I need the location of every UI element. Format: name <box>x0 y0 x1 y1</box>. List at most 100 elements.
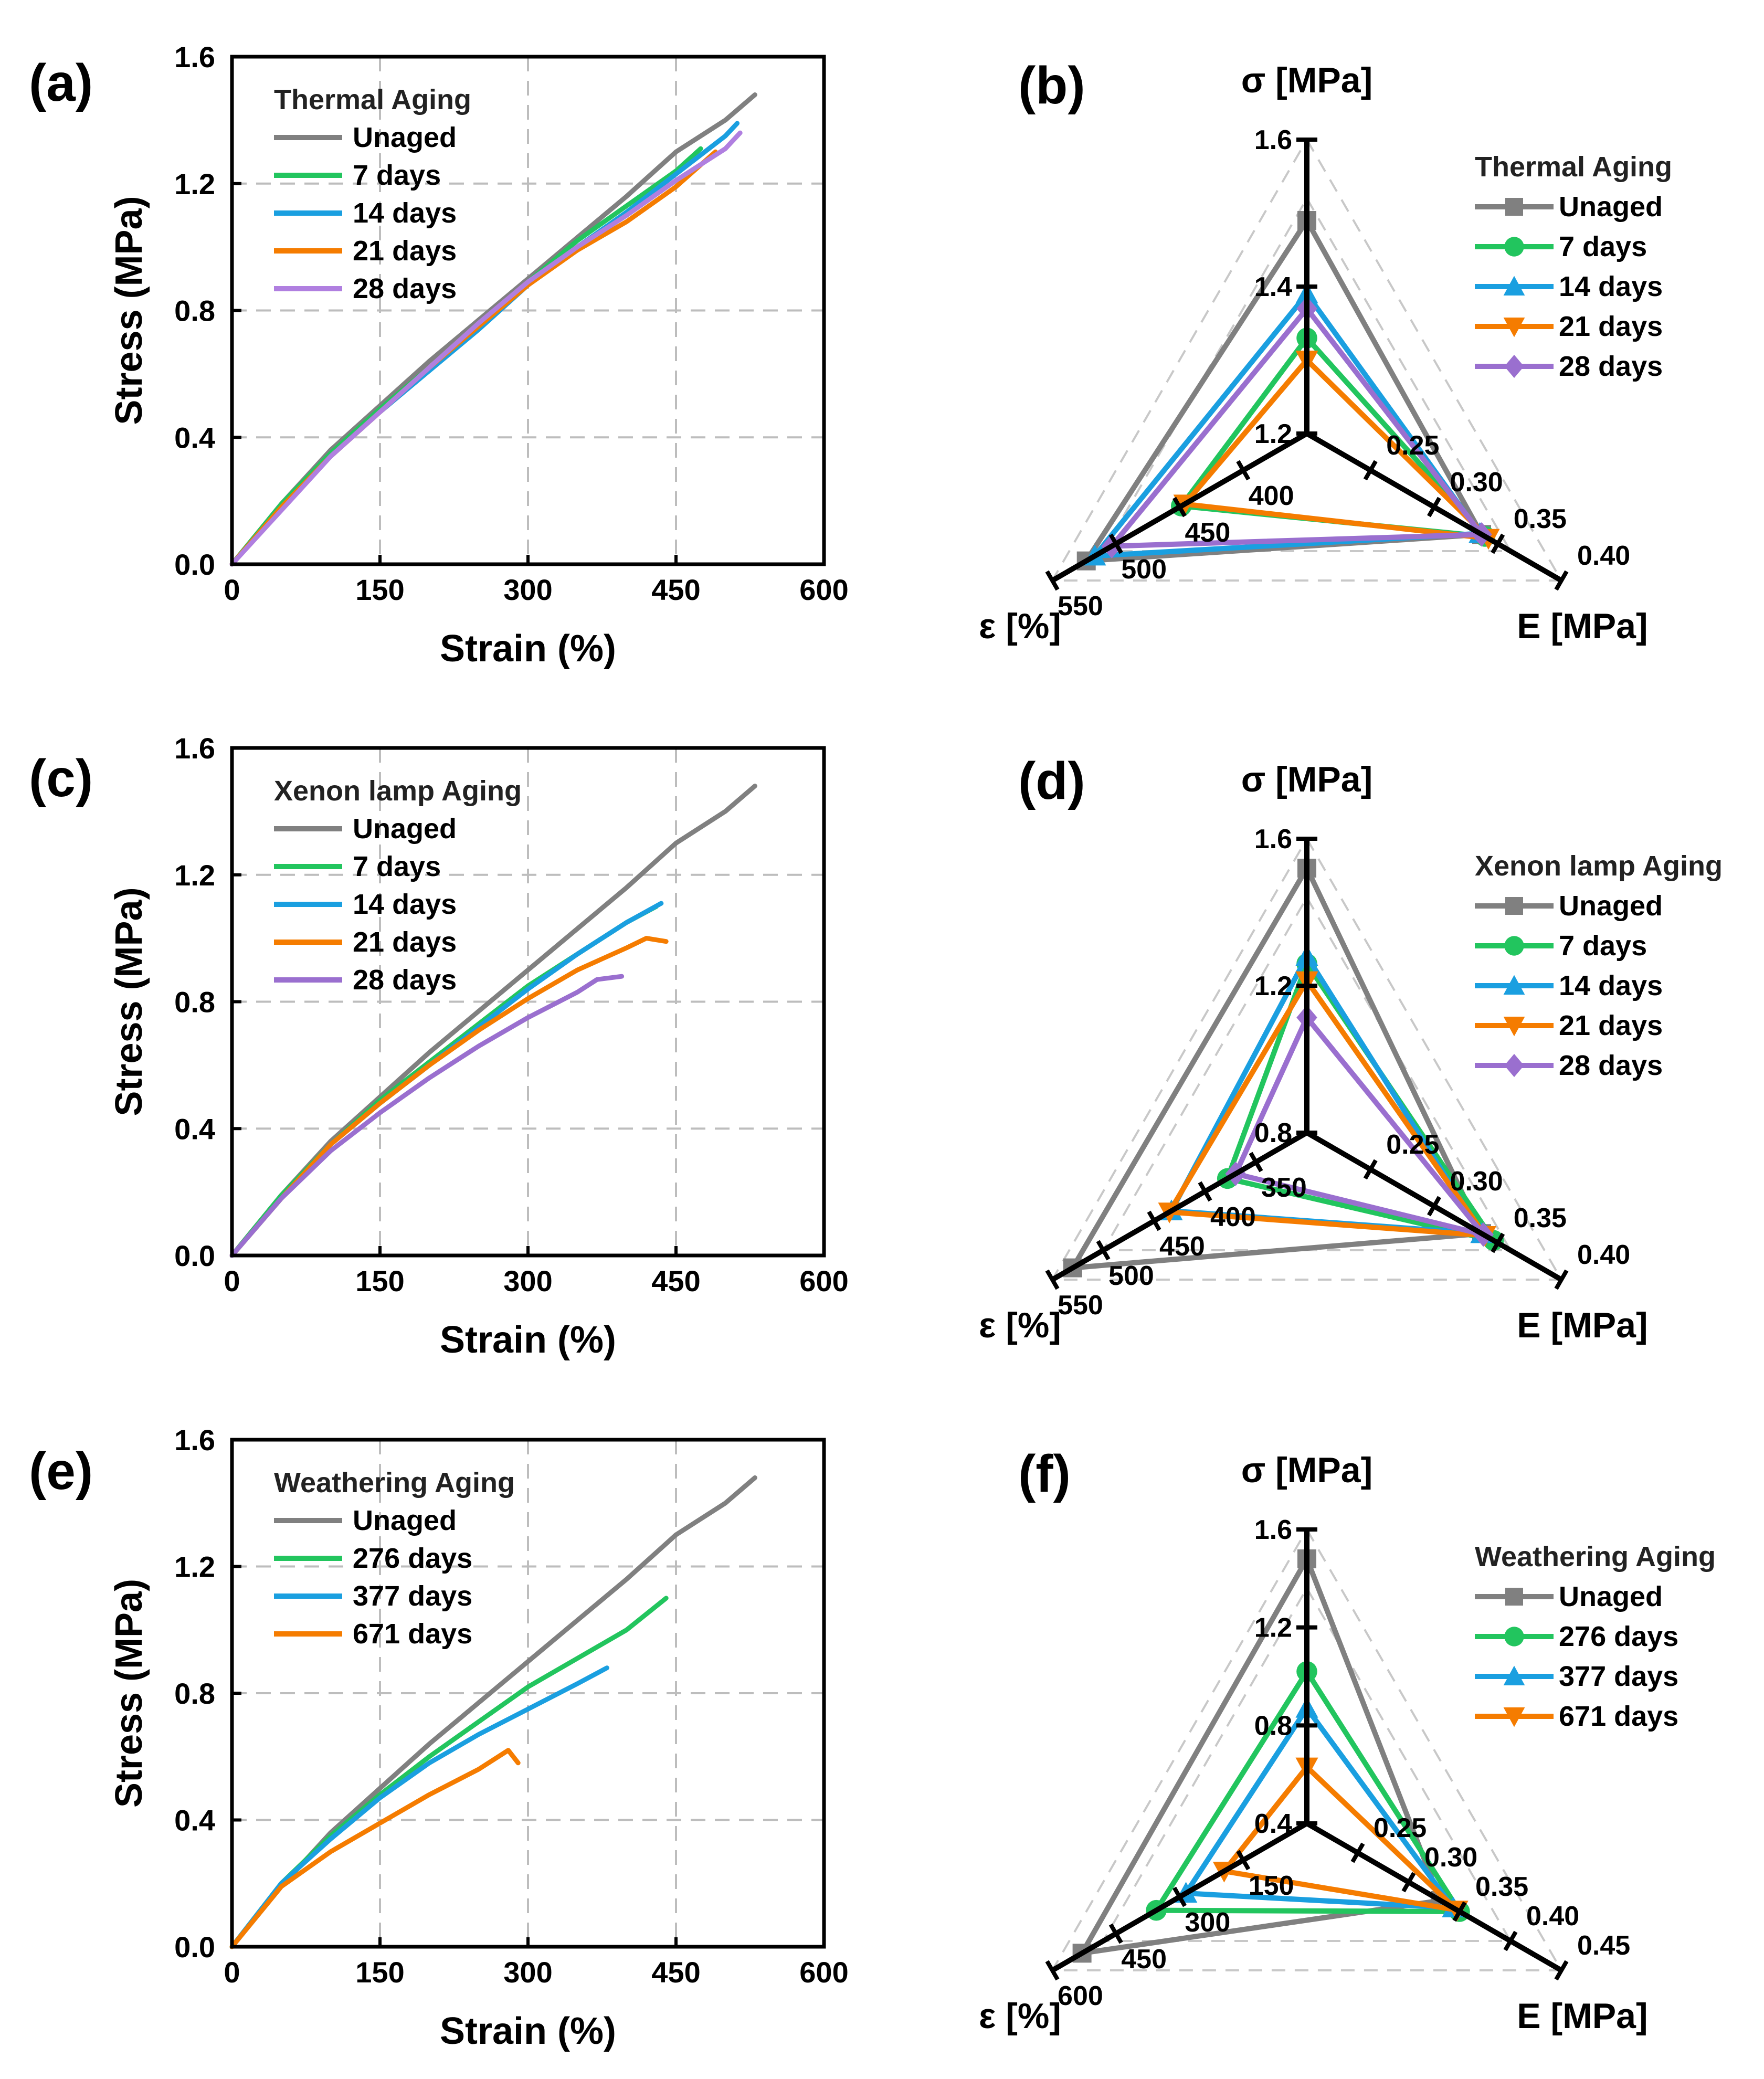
radar-tick <box>1491 533 1505 554</box>
radar-axis <box>1051 1130 1308 1282</box>
legend-label: 7 days <box>1559 231 1647 262</box>
radar-tick-label: 0.25 <box>1374 1813 1427 1843</box>
radar-tick-label: 150 <box>1249 1871 1294 1901</box>
y-tick-label: 1.2 <box>174 859 215 892</box>
legend-label: 377 days <box>353 1580 472 1612</box>
legend-label: 14 days <box>1559 271 1663 302</box>
marker-diamond <box>1504 354 1524 378</box>
radar-tick-label: 1.4 <box>1254 272 1292 302</box>
radar-series-377-days <box>1183 1705 1456 1911</box>
radar-tick <box>1096 1240 1111 1261</box>
radar-chart-f: (f)0.40.81.21.60.250.300.350.400.4515030… <box>979 1444 1716 2036</box>
y-tick-label: 1.2 <box>174 167 215 200</box>
radar-tick-label: 0.40 <box>1526 1901 1579 1932</box>
radar-axis <box>1305 1821 1563 1973</box>
marker-circle <box>1504 1627 1524 1647</box>
y-tick-label: 0.8 <box>174 294 215 328</box>
radar-axis-name-modulus: E [MPa] <box>1517 1996 1647 2036</box>
y-tick-label: 0.8 <box>174 986 215 1019</box>
radar-axis-name-strain: ε [%] <box>979 1996 1061 2036</box>
y-tick-label: 0.0 <box>174 1930 215 1964</box>
radar-tick <box>1503 1930 1518 1951</box>
legend-label: 7 days <box>353 160 441 191</box>
radar-tick <box>1108 533 1123 554</box>
radar-tick <box>1427 497 1441 518</box>
radar-series-unaged <box>1083 218 1485 564</box>
panel-label: (a) <box>29 54 93 112</box>
radar-tick <box>1045 1269 1060 1290</box>
radar-tick-label: 1.6 <box>1254 125 1292 155</box>
legend-label: 28 days <box>353 964 457 996</box>
radar-tick <box>1452 1901 1467 1922</box>
y-tick-label: 0.4 <box>174 1804 215 1837</box>
legend-label: Unaged <box>353 122 457 153</box>
radar-tick-label: 0.35 <box>1475 1872 1528 1902</box>
x-tick-label: 150 <box>355 1956 404 1989</box>
y-tick-label: 0.4 <box>174 1112 215 1145</box>
radar-axis-name-stress: σ [MPa] <box>1241 759 1373 799</box>
radar-tick-label: 0.40 <box>1577 541 1630 571</box>
radar-tick-label: 0.40 <box>1577 1240 1630 1270</box>
radar-tick <box>1249 1152 1263 1173</box>
legend-label: 276 days <box>1559 1621 1678 1652</box>
legend-label: 21 days <box>1559 1010 1663 1041</box>
radar-tick <box>1427 1196 1441 1217</box>
legend-title: Thermal Aging <box>1475 151 1672 183</box>
marker-circle <box>1504 237 1524 257</box>
radar-tick-label: 0.8 <box>1254 1711 1292 1741</box>
y-tick-label: 0.8 <box>174 1677 215 1710</box>
legend-label: 7 days <box>353 851 441 882</box>
line-chart-e: (e) 0 150 300 450 600 0.0 0.4 0.8 1.2 1.6 Strain (%… <box>29 1423 849 2052</box>
radar-series-276-days <box>1154 1669 1462 1914</box>
x-tick-label: 600 <box>799 1956 848 1989</box>
legend-label: 28 days <box>353 273 457 304</box>
x-tick-label: 300 <box>503 1956 552 1989</box>
radar-series-21-days <box>1167 978 1488 1238</box>
x-tick-label: 150 <box>355 1264 404 1297</box>
radar-tick <box>1045 1960 1060 1981</box>
x-tick-label: 450 <box>651 573 700 606</box>
legend-label: 377 days <box>1559 1661 1678 1692</box>
radar-tick-label: 1.6 <box>1254 824 1292 854</box>
radar-tick-label: 550 <box>1058 1290 1103 1321</box>
radar-grid-triangle <box>1050 1527 1564 1971</box>
radar-tick <box>1173 1886 1187 1907</box>
y-tick-label: 1.6 <box>174 1423 215 1457</box>
panel-label: (e) <box>29 1442 93 1501</box>
legend-label: 14 days <box>353 889 457 920</box>
radar-grid-triangle <box>1101 1586 1513 1942</box>
x-tick-label: 0 <box>224 573 240 606</box>
marker-triangle-down <box>1503 1017 1525 1037</box>
marker-triangle-down <box>1503 1707 1525 1727</box>
marker-square <box>1505 897 1523 915</box>
radar-chart-b: (b)1.21.41.60.250.300.350.40400450500550… <box>979 56 1672 646</box>
radar-axis-name-modulus: E [MPa] <box>1517 1305 1647 1345</box>
legend-label: Unaged <box>1559 191 1663 223</box>
series-line-7-days <box>229 904 659 1258</box>
x-tick-label: 0 <box>224 1264 240 1297</box>
radar-series-21-days <box>1182 357 1491 541</box>
legend-label: 14 days <box>353 197 457 229</box>
radar-tick-label: 550 <box>1058 591 1103 621</box>
legend-label: 671 days <box>1559 1701 1678 1732</box>
radar-axis-name-strain: ε [%] <box>979 1305 1061 1345</box>
legend-label: 21 days <box>353 926 457 958</box>
radar-axis-name-modulus: E [MPa] <box>1517 606 1647 646</box>
radar-tick-label: 0.30 <box>1424 1842 1477 1873</box>
radar-tick <box>1401 1872 1416 1893</box>
radar-tick <box>1173 497 1187 518</box>
radar-series-unaged <box>1079 1556 1443 1956</box>
radar-tick-label: 400 <box>1210 1202 1256 1232</box>
series-line-21-days <box>229 936 669 1258</box>
y-axis-label: Stress (MPa) <box>108 1579 150 1808</box>
radar-tick-label: 0.35 <box>1514 504 1567 534</box>
x-tick-label: 600 <box>799 573 848 606</box>
radar-tick-label: 400 <box>1249 481 1294 511</box>
y-tick-label: 0.0 <box>174 548 215 581</box>
marker-square <box>1505 1588 1523 1606</box>
radar-tick <box>1045 570 1060 591</box>
x-tick-label: 300 <box>503 1264 552 1297</box>
radar-tick-label: 0.30 <box>1450 467 1503 498</box>
radar-tick-label: 450 <box>1121 1944 1167 1975</box>
marker-triangle-up <box>1503 975 1525 995</box>
